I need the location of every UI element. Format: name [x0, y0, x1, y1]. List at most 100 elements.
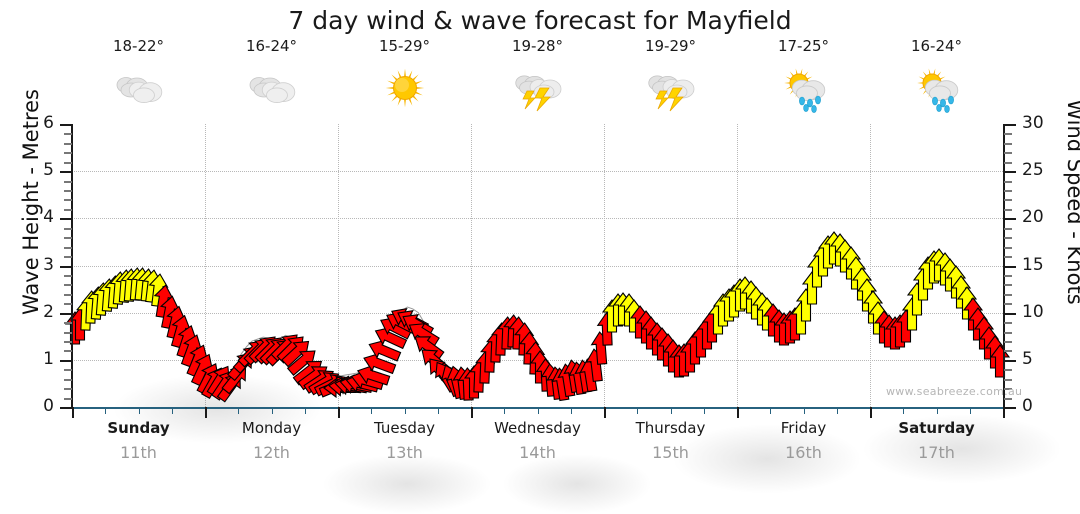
- left-axis-tick: [64, 190, 72, 193]
- left-axis-tick: [60, 359, 72, 362]
- left-axis-tick-label: 2: [43, 301, 54, 322]
- bottom-axis-tick: [304, 407, 306, 414]
- day-footer-wednesday: Wednesday 14th: [471, 419, 604, 462]
- right-axis-tick: [1004, 142, 1012, 145]
- left-axis-tick: [60, 407, 72, 409]
- right-axis-tick: [1004, 265, 1016, 268]
- bottom-axis-tick: [637, 407, 639, 414]
- day-footer-thursday: Thursday 15th: [604, 419, 737, 462]
- left-axis-tick: [64, 293, 72, 296]
- right-axis-tick: [1004, 256, 1012, 259]
- left-axis-tick-label: 1: [43, 348, 54, 369]
- right-axis-tick: [1004, 152, 1012, 155]
- left-axis-tick: [60, 171, 72, 174]
- bottom-axis-tick: [371, 407, 373, 414]
- cloudy-icon: [205, 62, 338, 114]
- bottom-axis-tick: [570, 407, 572, 414]
- left-axis-title: Wave Height - Metres: [19, 89, 43, 315]
- right-axis-tick: [1004, 133, 1012, 136]
- horizontal-gridline: [72, 265, 1003, 267]
- right-axis-tick: [1004, 322, 1012, 325]
- left-axis-tick: [64, 246, 72, 249]
- right-axis-tick: [1004, 388, 1012, 391]
- day-footer-monday: Monday 12th: [205, 419, 338, 462]
- day-date-label: 17th: [918, 443, 955, 462]
- bottom-axis-tick: [803, 407, 805, 414]
- day-temperature-range: 17-25°: [777, 37, 830, 55]
- bottom-axis-tick: [437, 407, 439, 414]
- right-axis-tick: [1004, 208, 1012, 211]
- right-axis-tick-label: 0: [1022, 396, 1033, 416]
- left-axis-tick: [64, 397, 72, 400]
- day-header-monday: 16-24°: [205, 38, 338, 114]
- day-date-label: 11th: [120, 443, 157, 462]
- day-date-label: 15th: [652, 443, 689, 462]
- left-axis-tick: [64, 378, 72, 381]
- day-date-label: 13th: [386, 443, 423, 462]
- left-axis-tick: [60, 124, 72, 126]
- day-header-thursday: 19-29°: [604, 38, 737, 114]
- day-name-label: Tuesday: [373, 419, 436, 437]
- left-axis-tick: [64, 152, 72, 155]
- right-axis-tick-label: 15: [1022, 254, 1044, 275]
- left-axis-tick-label: 3: [43, 254, 54, 275]
- bottom-axis-tick: [737, 407, 739, 418]
- right-axis-tick: [1004, 274, 1012, 277]
- bottom-axis-tick: [471, 407, 473, 418]
- horizontal-gridline: [72, 218, 1003, 220]
- right-axis-tick: [1004, 407, 1016, 409]
- left-axis-tick: [64, 284, 72, 287]
- bottom-axis-tick: [936, 407, 938, 414]
- left-axis-tick-label: 4: [43, 207, 54, 228]
- left-axis-tick: [60, 265, 72, 268]
- band-shadow: [862, 414, 1062, 484]
- day-name-label: Sunday: [107, 419, 170, 437]
- bottom-axis-tick: [404, 407, 406, 414]
- cloudy-icon: [72, 62, 205, 114]
- day-header-wednesday: 19-28°: [471, 38, 604, 114]
- right-axis-title: Wind Speed - Knots: [1063, 99, 1080, 305]
- left-axis-tick: [60, 312, 72, 315]
- day-separator-gridline: [870, 124, 871, 407]
- day-name-label: Monday: [241, 419, 302, 437]
- right-axis-tick: [1004, 331, 1012, 334]
- right-axis-tick-label: 5: [1022, 348, 1033, 369]
- bottom-axis-tick: [537, 407, 539, 414]
- bottom-axis-tick: [105, 407, 107, 414]
- bottom-axis-tick: [138, 407, 140, 414]
- left-axis-tick: [64, 161, 72, 164]
- left-axis-line: [71, 124, 73, 408]
- bottom-axis-tick: [72, 407, 74, 418]
- bottom-axis-tick: [171, 407, 173, 414]
- day-name-label: Wednesday: [494, 419, 581, 437]
- bottom-axis-tick: [870, 407, 872, 418]
- bottom-axis-tick: [238, 407, 240, 414]
- right-axis-tick: [1004, 124, 1016, 126]
- sun-rain-icon: [737, 62, 870, 114]
- right-axis-tick: [1004, 369, 1012, 372]
- right-axis-tick: [1004, 227, 1012, 230]
- day-footer-tuesday: Tuesday 13th: [338, 419, 471, 462]
- bottom-axis-tick: [969, 407, 971, 414]
- day-temperature-range: 18-22°: [112, 37, 165, 55]
- right-axis-tick: [1004, 237, 1012, 240]
- left-axis-tick: [60, 218, 72, 221]
- right-axis-tick: [1004, 199, 1012, 202]
- day-date-label: 12th: [253, 443, 290, 462]
- left-axis-tick: [64, 388, 72, 391]
- day-separator-gridline: [471, 124, 472, 407]
- left-axis-tick: [64, 322, 72, 325]
- day-date-label: 14th: [519, 443, 556, 462]
- left-axis-tick-label: 0: [43, 396, 54, 416]
- day-date-label: 16th: [785, 443, 822, 462]
- sun-rain-icon: [870, 62, 1003, 114]
- right-axis-tick-label: 20: [1022, 207, 1044, 228]
- left-axis-tick: [64, 256, 72, 259]
- bottom-axis-tick: [670, 407, 672, 414]
- left-axis-tick-label: 6: [43, 113, 54, 133]
- left-axis-tick: [64, 237, 72, 240]
- day-name-label: Saturday: [898, 419, 975, 437]
- right-axis-tick: [1004, 171, 1016, 174]
- right-axis-tick: [1004, 161, 1012, 164]
- right-axis-tick: [1004, 190, 1012, 193]
